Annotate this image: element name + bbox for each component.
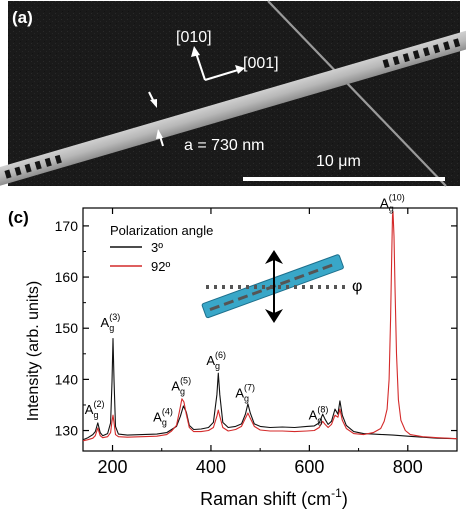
peak-label: Ag(7) [235, 382, 255, 403]
legend-label-3deg: 3º [151, 240, 163, 255]
x-tick-label: 400 [196, 457, 226, 477]
peak-label: Ag(6) [206, 350, 226, 371]
legend-title: Polarization angle [110, 223, 213, 238]
y-tick-label: 150 [55, 320, 79, 336]
x-tick-label: 200 [98, 457, 128, 477]
nanobeam [0, 29, 466, 187]
hole [54, 154, 62, 164]
arrow-up-icon [265, 250, 283, 264]
tick-layer: 200 400 600 800 130 140 150 160 170 [55, 208, 458, 477]
peak-label: Ag(3) [101, 312, 121, 333]
crystal-axes [191, 46, 245, 81]
hole [34, 160, 42, 170]
photonic-holes-left [4, 154, 62, 179]
y-tick-label: 140 [55, 371, 79, 387]
thin-crossing-wire [267, 0, 447, 187]
peak-label: Ag(5) [171, 376, 191, 397]
hole [422, 47, 430, 57]
direction-010-label: [010] [176, 29, 212, 46]
legend-label-92deg: 92º [151, 259, 170, 274]
polarization-schematic: φ [201, 250, 362, 323]
hole [443, 41, 451, 51]
hole [402, 53, 410, 63]
y-tick-label: 170 [55, 218, 79, 234]
hole [382, 58, 390, 69]
peak-label: Ag(8) [309, 404, 329, 425]
y-tick-label: 130 [55, 423, 79, 439]
peak-label: Ag(10) [380, 192, 405, 213]
hole [14, 166, 22, 176]
plot-border [82, 207, 458, 452]
x-axis-title: Raman shift (cm-1) [200, 486, 348, 509]
scale-bar-label: 10 μm [316, 153, 361, 170]
panel-c-label: (c) [8, 208, 29, 227]
peak-label: Ag(2) [85, 399, 105, 420]
peak-label: Ag(4) [153, 406, 173, 427]
hole [412, 50, 420, 60]
phi-symbol: φ [352, 278, 362, 295]
legend: Polarization angle 3º 92º [110, 223, 213, 274]
hole [392, 56, 400, 66]
width-annotation: a = 730 nm [184, 137, 265, 154]
y-tick-label: 160 [55, 269, 79, 285]
x-tick-label: 600 [294, 457, 324, 477]
x-tick-label: 800 [393, 457, 423, 477]
hole [44, 157, 52, 167]
series-line-1 [82, 211, 458, 442]
hole [4, 169, 12, 179]
arrow-down-icon [265, 309, 283, 323]
series-layer [82, 211, 458, 442]
hole [453, 38, 461, 48]
panel-a: (a) [010] [001] a = 730 nm 10 μm [0, 0, 466, 187]
series-line-0 [82, 337, 458, 441]
direction-001-label: [001] [243, 55, 279, 72]
panel-a-label: (a) [12, 8, 33, 27]
plot-frame [82, 207, 458, 452]
hole [432, 44, 441, 54]
hole [24, 163, 32, 173]
scale-bar [243, 177, 445, 181]
peak-labels: Ag(2) Ag(3) Ag(4) Ag(5) Ag(6) Ag(7) Ag(8) Ag(10… [85, 192, 405, 427]
photonic-holes-right [382, 38, 461, 69]
width-markers [148, 91, 164, 147]
y-axis-title: Intensity (arb. units) [25, 281, 42, 422]
